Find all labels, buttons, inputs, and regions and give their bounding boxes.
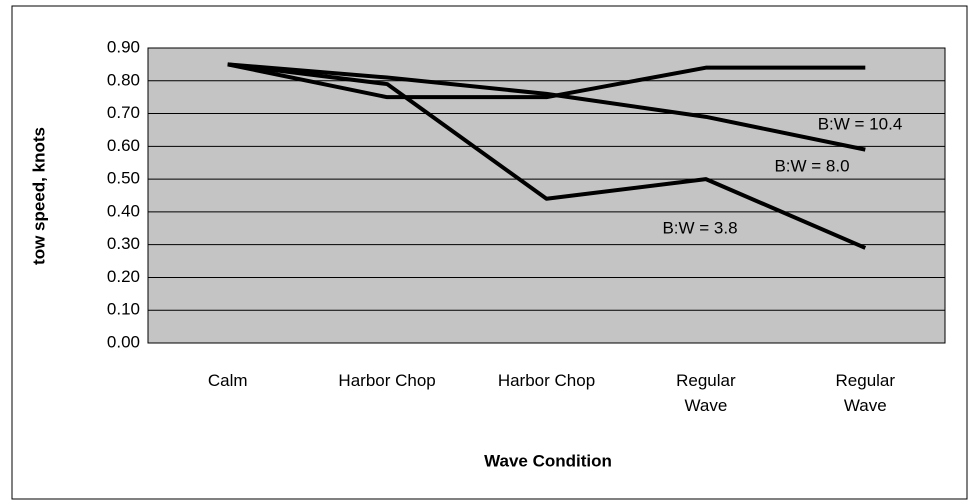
y-tick-label: 0.30 <box>107 234 140 253</box>
series-label: B:W = 8.0 <box>774 156 849 175</box>
series-line <box>227 62 867 250</box>
y-tick-label: 0.40 <box>107 201 140 220</box>
x-tick-label: Regular Wave <box>835 371 896 415</box>
series-line <box>227 62 866 152</box>
y-axis-label: tow speed, knots <box>29 127 48 265</box>
series-line <box>227 62 866 100</box>
series-label: B:W = 3.8 <box>662 218 737 237</box>
y-tick-label: 0.00 <box>107 332 140 351</box>
y-tick-label: 0.60 <box>107 136 140 155</box>
x-tick-label: Harbor Chop <box>338 371 436 390</box>
y-tick-label: 0.10 <box>107 300 140 319</box>
x-tick-label: Calm <box>207 371 248 390</box>
y-tick-label: 0.20 <box>107 267 140 286</box>
y-tick-label: 0.70 <box>107 103 140 122</box>
x-tick-label: Regular Wave <box>676 371 736 415</box>
y-tick-label: 0.90 <box>107 37 140 56</box>
x-tick-label: Harbor Chop <box>497 371 596 390</box>
x-axis-label: Wave Condition <box>484 451 612 470</box>
frame <box>11 5 968 500</box>
y-tick-label: 0.50 <box>107 169 140 188</box>
y-tick-label: 0.80 <box>107 70 140 89</box>
series-label: B:W = 10.4 <box>818 114 903 133</box>
